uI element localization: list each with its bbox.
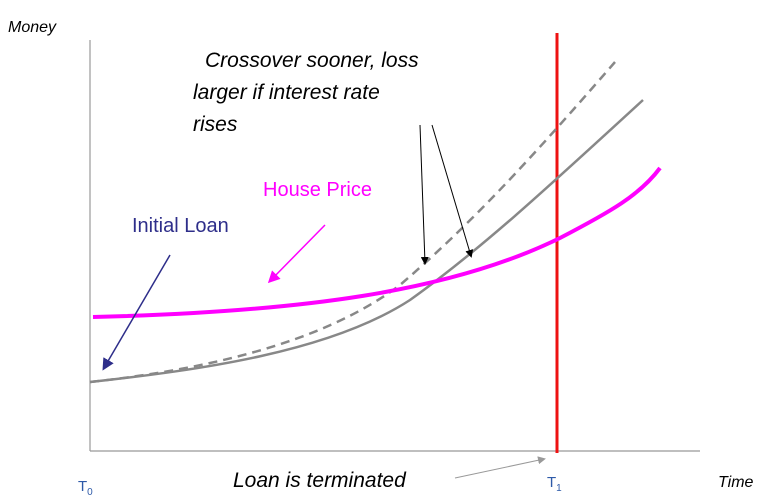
loan-curve bbox=[89, 99, 644, 384]
terminated-arrow bbox=[454, 456, 546, 479]
house-price-curve bbox=[92, 166, 662, 319]
initial-loan-label: Initial Loan bbox=[132, 215, 229, 237]
x-axis-label: Time bbox=[718, 474, 754, 491]
crossover-arrow bbox=[419, 124, 429, 265]
house-price-arrow bbox=[267, 224, 326, 284]
crossover-note-line: rises bbox=[193, 113, 238, 136]
loan-arrow bbox=[102, 254, 171, 371]
crossover-arrow bbox=[431, 124, 474, 258]
y-axis-label: Money bbox=[8, 19, 57, 36]
crossover-note-line: Crossover sooner, loss bbox=[205, 49, 419, 72]
house-price-label: House Price bbox=[263, 179, 372, 201]
crossover-note-line: larger if interest rate bbox=[193, 81, 380, 104]
terminated-label: Loan is terminated bbox=[233, 469, 407, 492]
t0-label: T0 bbox=[78, 478, 93, 496]
t1-label: T1 bbox=[547, 474, 562, 494]
